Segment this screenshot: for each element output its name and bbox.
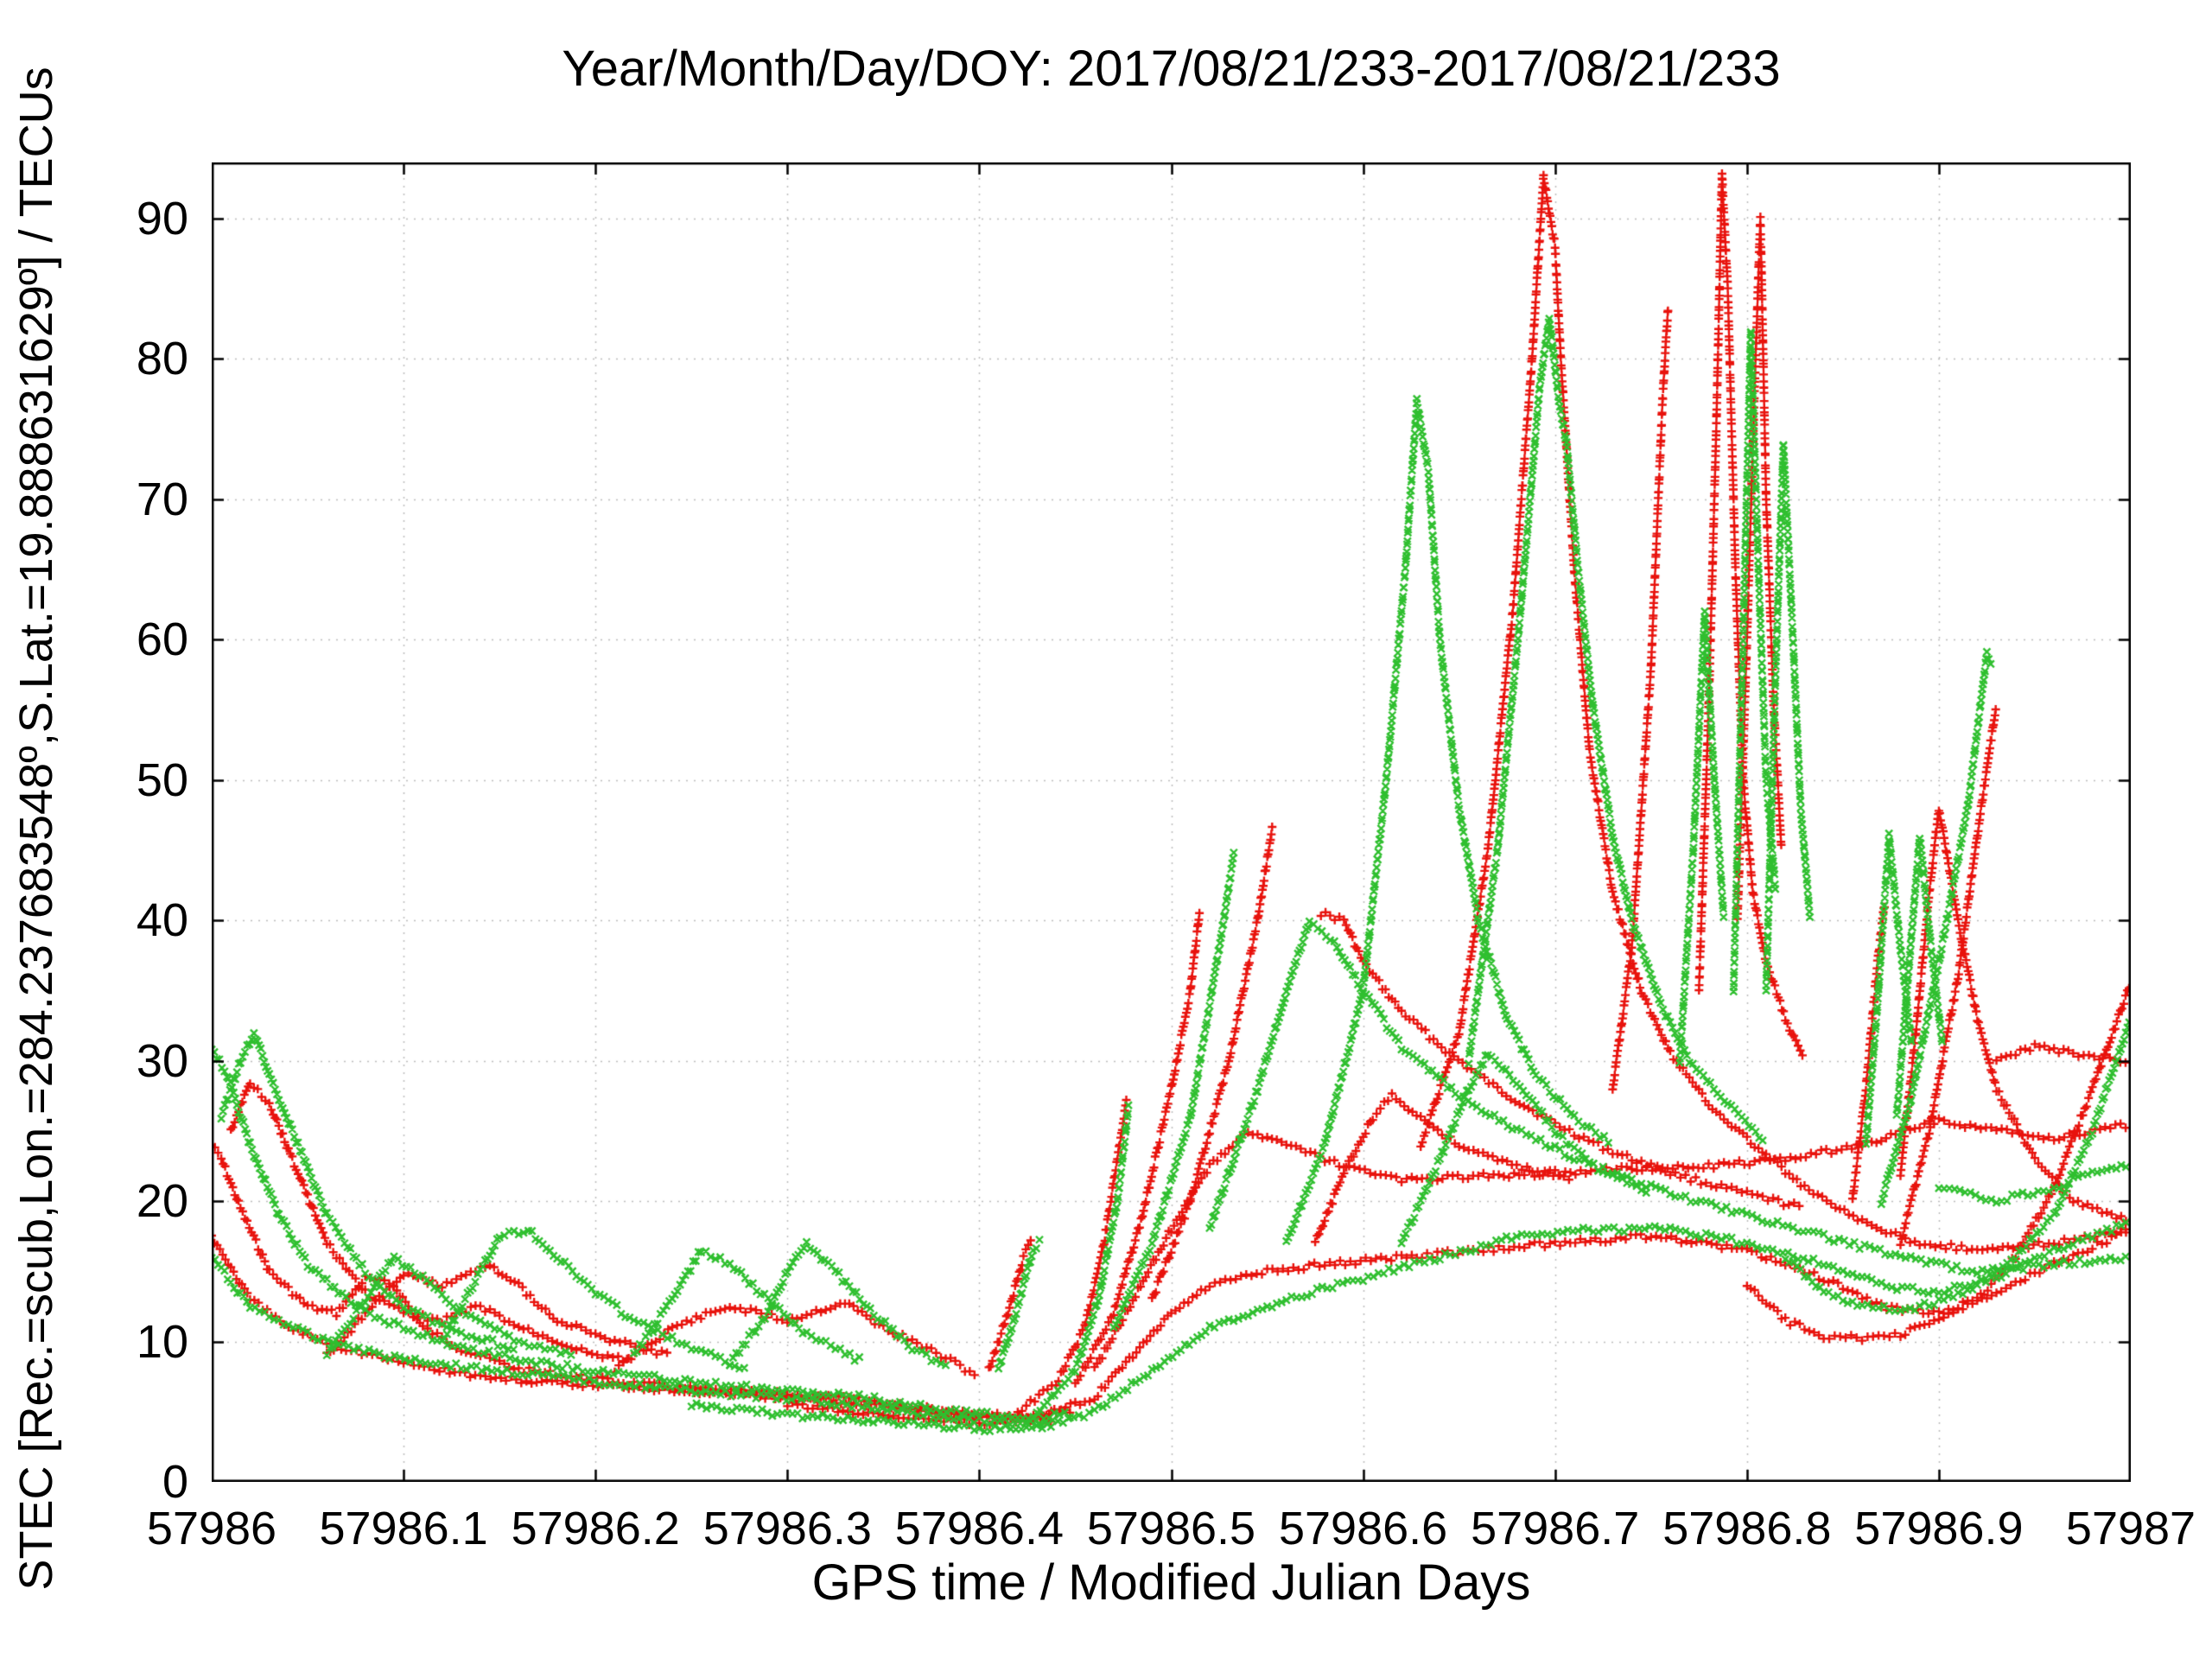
- chart-title: Year/Month/Day/DOY: 2017/08/21/233-2017/…: [562, 41, 1781, 97]
- x-tick-label: 57986.4: [894, 1503, 1064, 1554]
- x-tick-label: 57986.5: [1086, 1503, 1256, 1554]
- y-tick-label: 80: [136, 333, 188, 385]
- y-tick-label: 70: [136, 473, 188, 525]
- y-axis-label: STEC [Rec.=scub,Lon.=284.237683548º,S.La…: [10, 67, 62, 1591]
- x-tick-label: 57986.6: [1278, 1503, 1448, 1554]
- x-axis-label: GPS time / Modified Julian Days: [811, 1554, 1531, 1611]
- y-tick-label: 60: [136, 613, 188, 666]
- x-tick-label: 57986.1: [319, 1503, 488, 1554]
- x-tick-label: 57986.2: [511, 1503, 680, 1554]
- x-tick-label: 57987: [2065, 1503, 2196, 1554]
- y-tick-label: 50: [136, 753, 188, 806]
- y-tick-label: 40: [136, 894, 188, 947]
- x-tick-label: 57986.7: [1471, 1503, 1640, 1554]
- y-tick-label: 90: [136, 192, 188, 245]
- y-tick-label: 10: [136, 1315, 188, 1368]
- y-tick-label: 0: [162, 1456, 188, 1508]
- plot-canvas: [212, 162, 2131, 1482]
- y-tick-label: 30: [136, 1034, 188, 1087]
- x-tick-label: 57986.3: [702, 1503, 872, 1554]
- x-tick-label: 57986.9: [1854, 1503, 2024, 1554]
- y-tick-label: 20: [136, 1175, 188, 1228]
- x-tick-label: 57986: [146, 1503, 277, 1554]
- x-tick-label: 57986.8: [1662, 1503, 1832, 1554]
